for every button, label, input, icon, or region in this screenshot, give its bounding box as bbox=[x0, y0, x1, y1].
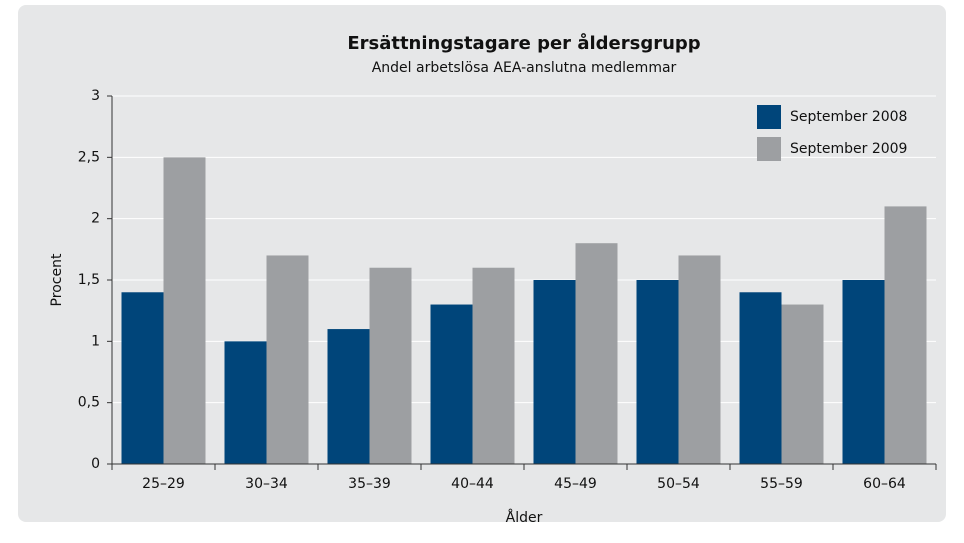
bar bbox=[575, 243, 618, 464]
bar bbox=[884, 206, 927, 464]
legend-swatch bbox=[757, 105, 781, 129]
x-tick-label: 50–54 bbox=[657, 476, 700, 492]
chart-title: Ersättningstagare per åldersgrupp bbox=[347, 32, 700, 54]
bar bbox=[224, 341, 267, 464]
x-tick-label: 45–49 bbox=[554, 476, 597, 492]
bar bbox=[842, 280, 885, 464]
bar bbox=[781, 304, 824, 464]
y-tick-label: 0,5 bbox=[78, 395, 100, 411]
x-tick-label: 40–44 bbox=[451, 476, 494, 492]
bar bbox=[369, 267, 412, 464]
y-tick-label: 2,5 bbox=[78, 149, 100, 165]
legend-swatch bbox=[757, 137, 781, 161]
bar bbox=[533, 280, 576, 464]
y-tick-label: 1 bbox=[91, 333, 100, 349]
y-tick-label: 0 bbox=[91, 456, 100, 472]
chart-subtitle: Andel arbetslösa AEA-anslutna medlemmar bbox=[372, 60, 677, 76]
y-tick-label: 2 bbox=[91, 211, 100, 227]
bar bbox=[472, 267, 515, 464]
legend-label: September 2009 bbox=[790, 141, 907, 157]
y-tick-label: 3 bbox=[91, 88, 100, 104]
x-tick-label: 25–29 bbox=[142, 476, 185, 492]
x-tick-label: 30–34 bbox=[245, 476, 288, 492]
bar bbox=[163, 157, 206, 465]
bar bbox=[327, 329, 370, 464]
x-tick-label: 55–59 bbox=[760, 476, 803, 492]
y-axis-label: Procent bbox=[49, 253, 65, 306]
y-tick-label: 1,5 bbox=[78, 272, 100, 288]
x-tick-label: 60–64 bbox=[863, 476, 906, 492]
bar bbox=[430, 304, 473, 464]
bar bbox=[739, 292, 782, 464]
bar bbox=[266, 255, 309, 464]
bar bbox=[678, 255, 721, 464]
x-axis-label: Ålder bbox=[506, 509, 543, 526]
legend-label: September 2008 bbox=[790, 109, 907, 125]
x-tick-label: 35–39 bbox=[348, 476, 391, 492]
bar bbox=[121, 292, 164, 464]
bar bbox=[636, 280, 679, 464]
